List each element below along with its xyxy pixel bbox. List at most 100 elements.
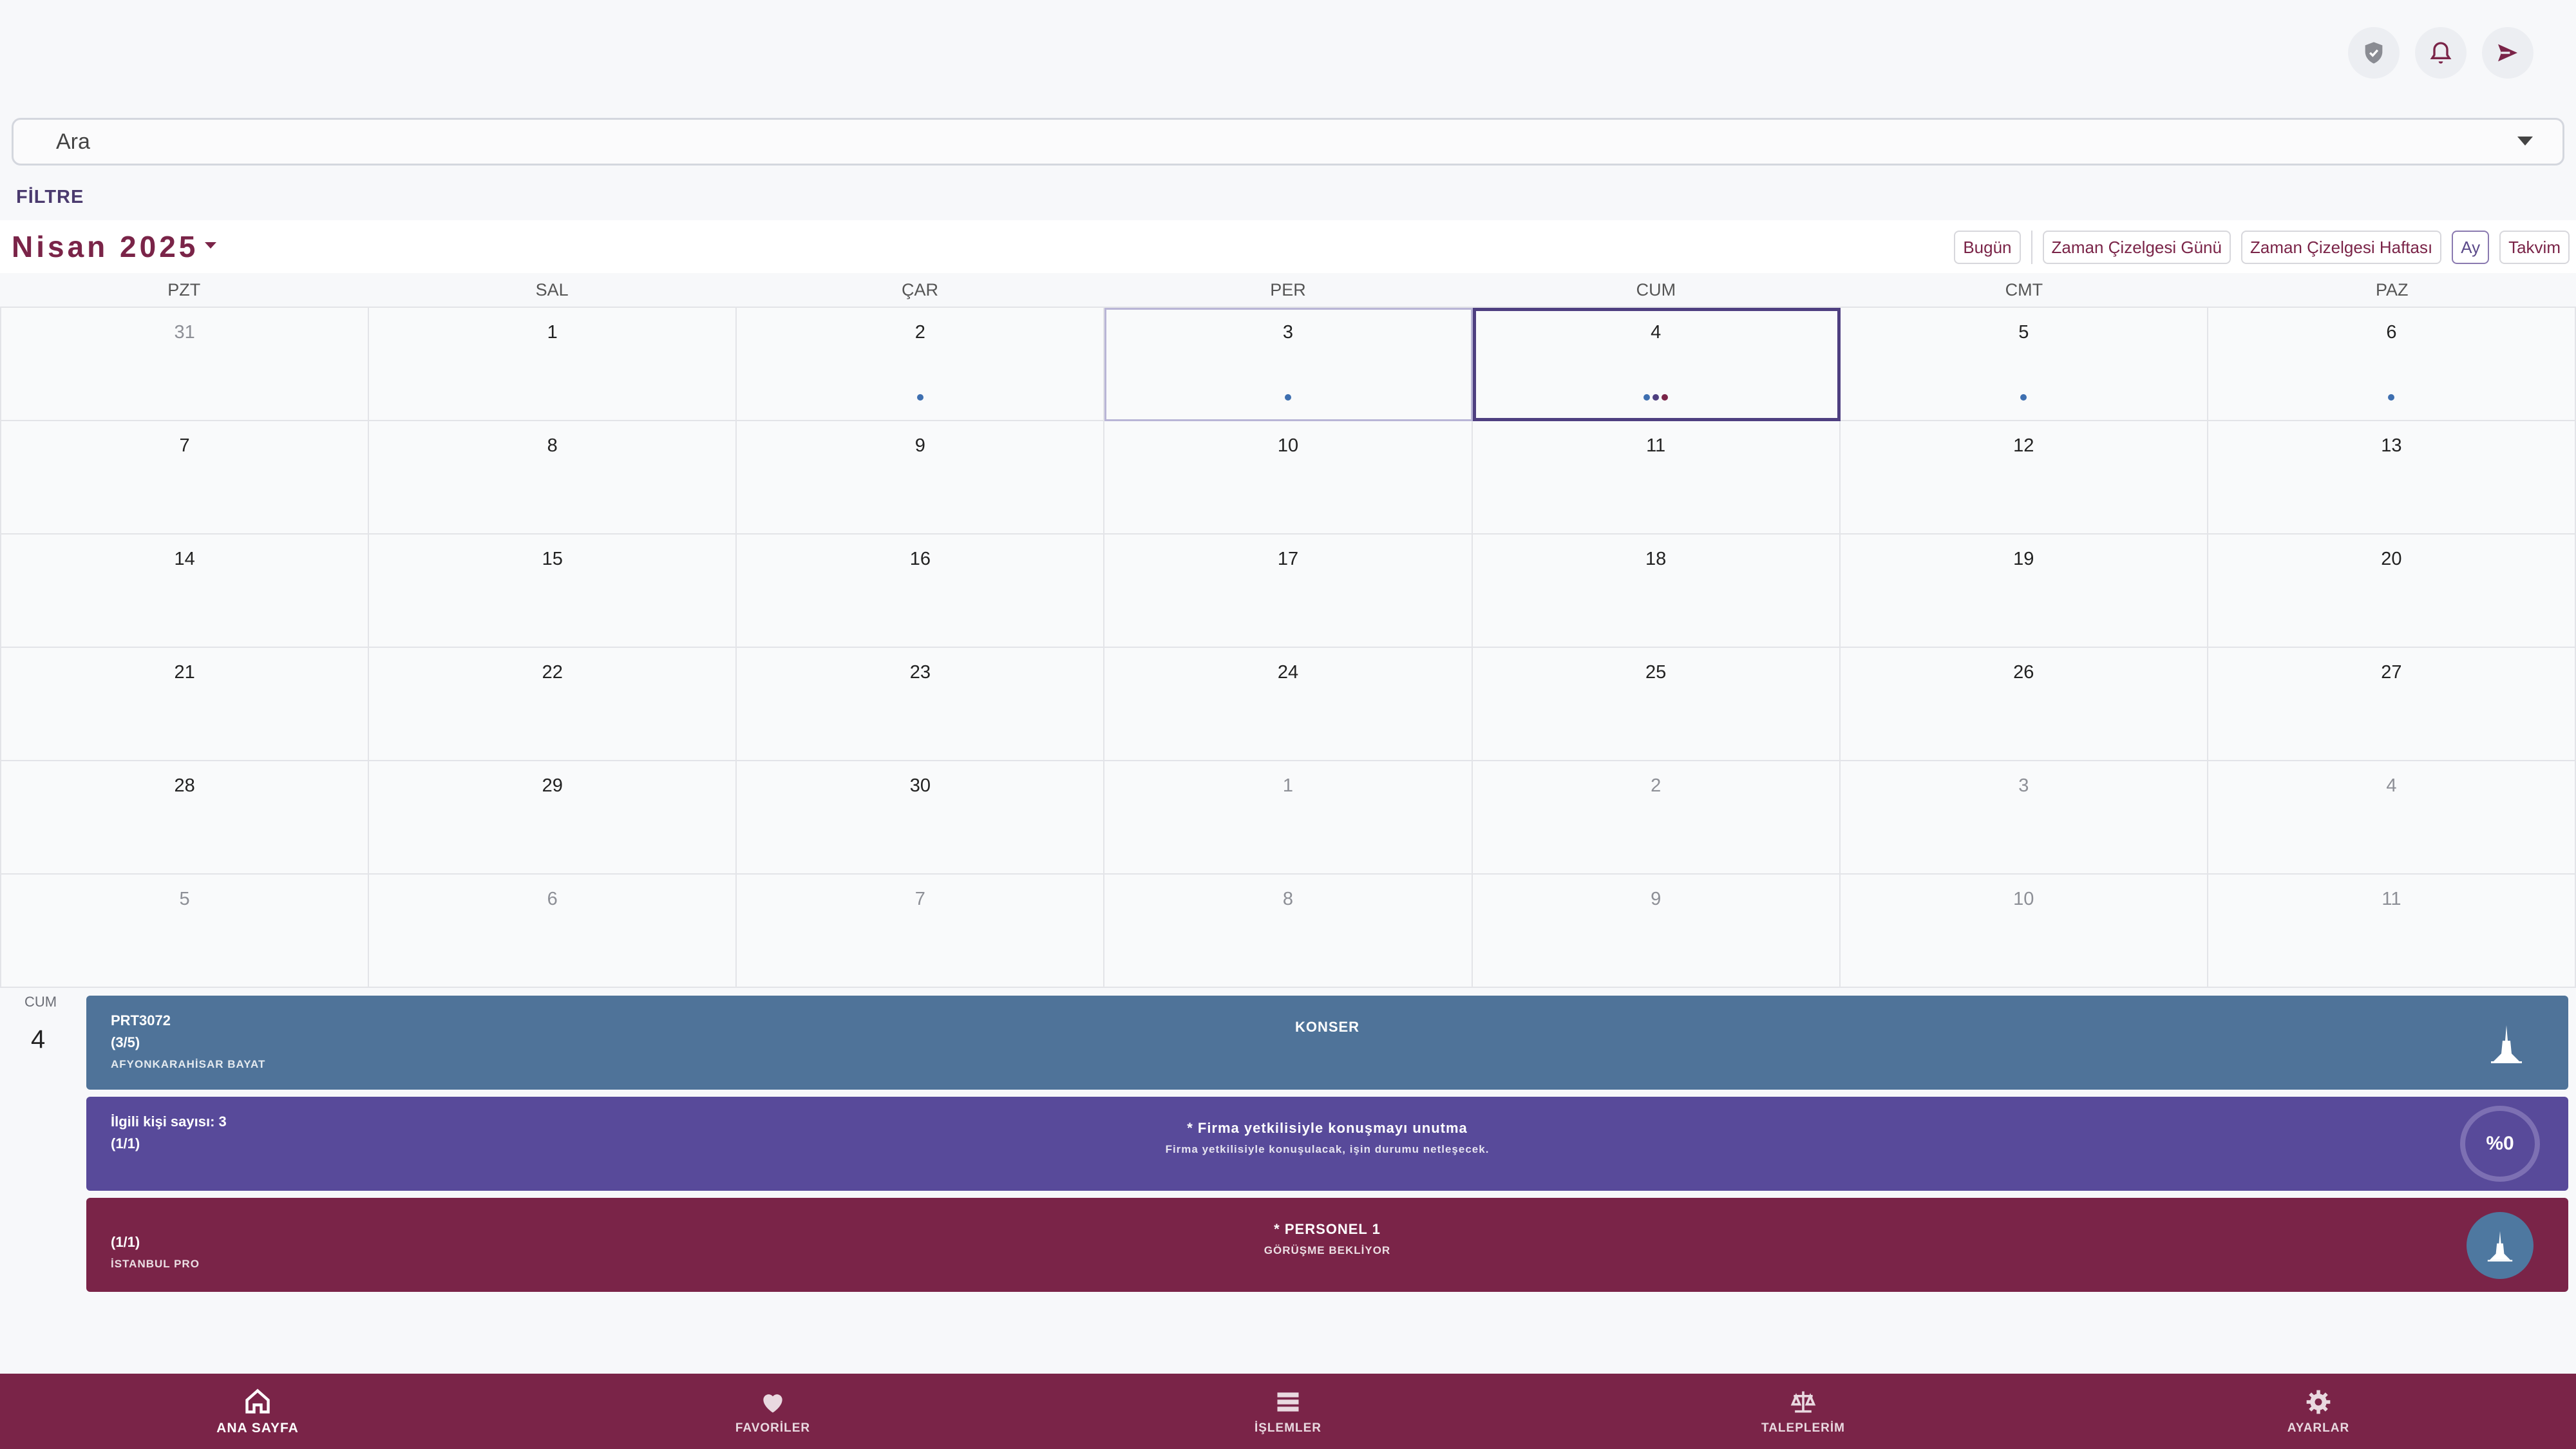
month-view-button[interactable]: Ay [2452,231,2490,264]
day-cell[interactable]: 5 [1,875,370,988]
day-cell[interactable]: 20 [2208,535,2576,648]
event-title: * Firma yetkilisiyle konuşmayı unutma Fi… [86,1120,2568,1156]
day-cell[interactable]: 7 [737,875,1105,988]
month-dropdown-icon[interactable] [205,242,216,249]
nav-item-transactions[interactable]: İŞLEMLER [1030,1374,1546,1449]
day-cell[interactable]: 8 [1104,875,1473,988]
day-cell[interactable]: 4 [2208,761,2576,875]
day-cell[interactable]: 28 [1,761,370,875]
nav-item-home[interactable]: ANA SAYFA [0,1374,515,1449]
today-button[interactable]: Bugün [1954,231,2021,264]
day-number: 10 [2013,889,2034,909]
day-cell[interactable]: 6 [369,875,737,988]
day-cell[interactable]: 18 [1472,535,1841,648]
event-dots [1841,394,2207,401]
day-cell[interactable]: 19 [1840,535,2208,648]
day-cell[interactable]: 12 [1840,421,2208,535]
event-dots [1473,394,1839,401]
event-dots [2208,394,2575,401]
timeline-day-button[interactable]: Zaman Çizelgesi Günü [2042,231,2231,264]
day-cell[interactable]: 21 [1,648,370,761]
send-button[interactable] [2482,27,2533,79]
progress-value: %0 [2486,1133,2514,1154]
day-cell[interactable]: 1 [1104,761,1473,875]
send-icon [2498,44,2517,62]
day-number: 19 [2013,549,2034,569]
day-cell[interactable]: 11 [2208,875,2576,988]
day-cell[interactable]: 4 [1472,308,1841,421]
nav-item-requests[interactable]: TALEPLERİM [1546,1374,2061,1449]
day-cell[interactable]: 30 [737,761,1105,875]
day-cell[interactable]: 5 [1840,308,2208,421]
chevron-down-icon[interactable] [2517,137,2533,146]
search-input[interactable]: Ara [56,129,90,154]
day-cell[interactable]: 25 [1472,648,1841,761]
day-cell[interactable]: 13 [2208,421,2576,535]
day-cell[interactable]: 31 [1,308,370,421]
day-number: 25 [1645,662,1667,683]
calendar-view-button[interactable]: Takvim [2499,231,2570,264]
weekday-label: PZT [167,280,201,299]
day-cell[interactable]: 3 [1840,761,2208,875]
day-cell[interactable]: 14 [1,535,370,648]
day-cell[interactable]: 8 [369,421,737,535]
weekday-label: ÇAR [902,280,939,299]
weekday-label: PAZ [2375,280,2409,299]
day-number: 28 [174,775,195,796]
day-cell[interactable]: 17 [1104,535,1473,648]
avatar [2467,1212,2533,1279]
event-dot [2020,394,2027,401]
event-card-personnel[interactable]: (1/1) İSTANBUL PRO * PERSONEL 1 GÖRÜŞME … [86,1198,2568,1292]
day-cell[interactable]: 2 [737,308,1105,421]
day-number: 22 [542,662,563,683]
day-cell[interactable]: 26 [1840,648,2208,761]
event-card-concert[interactable]: PRT3072 (3/5) AFYONKARAHİSAR BAYAT KONSE… [86,996,2568,1090]
day-number: 7 [179,435,190,456]
day-cell[interactable]: 27 [2208,648,2576,761]
day-cell[interactable]: 6 [2208,308,2576,421]
day-number: 4 [1651,322,1662,343]
day-cell[interactable]: 15 [369,535,737,648]
event-dot [1643,394,1651,401]
day-number: 5 [179,889,190,909]
day-number: 26 [2013,662,2034,683]
day-number: 18 [1645,549,1667,569]
day-cell[interactable]: 9 [1472,875,1841,988]
day-cell[interactable]: 9 [737,421,1105,535]
day-cell[interactable]: 2 [1472,761,1841,875]
day-cell[interactable]: 22 [369,648,737,761]
event-meta: (1/1) İSTANBUL PRO [111,1231,200,1275]
timeline-week-button[interactable]: Zaman Çizelgesi Haftası [2240,231,2442,264]
day-number: 1 [1282,775,1294,796]
event-card-task[interactable]: İlgili kişi sayısı: 3 (1/1) * Firma yetk… [86,1097,2568,1191]
month-title[interactable]: Nisan 2025 [12,230,199,263]
tower-icon [2487,1231,2513,1262]
day-number: 14 [174,549,195,569]
day-cell[interactable]: 23 [737,648,1105,761]
day-number: 21 [174,662,195,683]
day-cell[interactable]: 29 [369,761,737,875]
day-cell[interactable]: 1 [369,308,737,421]
event-description: Firma yetkilisiyle konuşulacak, işin dur… [1165,1143,1490,1155]
nav-label: İŞLEMLER [1254,1421,1322,1435]
day-cell[interactable]: 7 [1,421,370,535]
event-meta: PRT3072 (3/5) AFYONKARAHİSAR BAYAT [111,1010,265,1075]
event-people-count: İlgili kişi sayısı: 3 [111,1113,227,1130]
day-number: 9 [1651,889,1662,909]
security-button[interactable] [2348,27,2400,79]
day-cell[interactable]: 16 [737,535,1105,648]
nav-item-favorites[interactable]: FAVORİLER [515,1374,1030,1449]
day-cell[interactable]: 10 [1104,421,1473,535]
day-cell[interactable]: 10 [1840,875,2208,988]
filter-link[interactable]: FİLTRE [16,187,84,207]
day-cell[interactable]: 11 [1472,421,1841,535]
bottom-navigation: ANA SAYFA FAVORİLER İŞLEMLER TALEPLERİM … [0,1374,2576,1449]
day-number: 15 [542,549,563,569]
search-box[interactable]: Ara [12,118,2564,166]
nav-item-settings[interactable]: AYARLAR [2061,1374,2576,1449]
notifications-button[interactable] [2415,27,2467,79]
day-cell[interactable]: 24 [1104,648,1473,761]
event-dots [1104,394,1471,401]
day-cell[interactable]: 3 [1104,308,1473,421]
event-code: PRT3072 [111,1012,171,1028]
